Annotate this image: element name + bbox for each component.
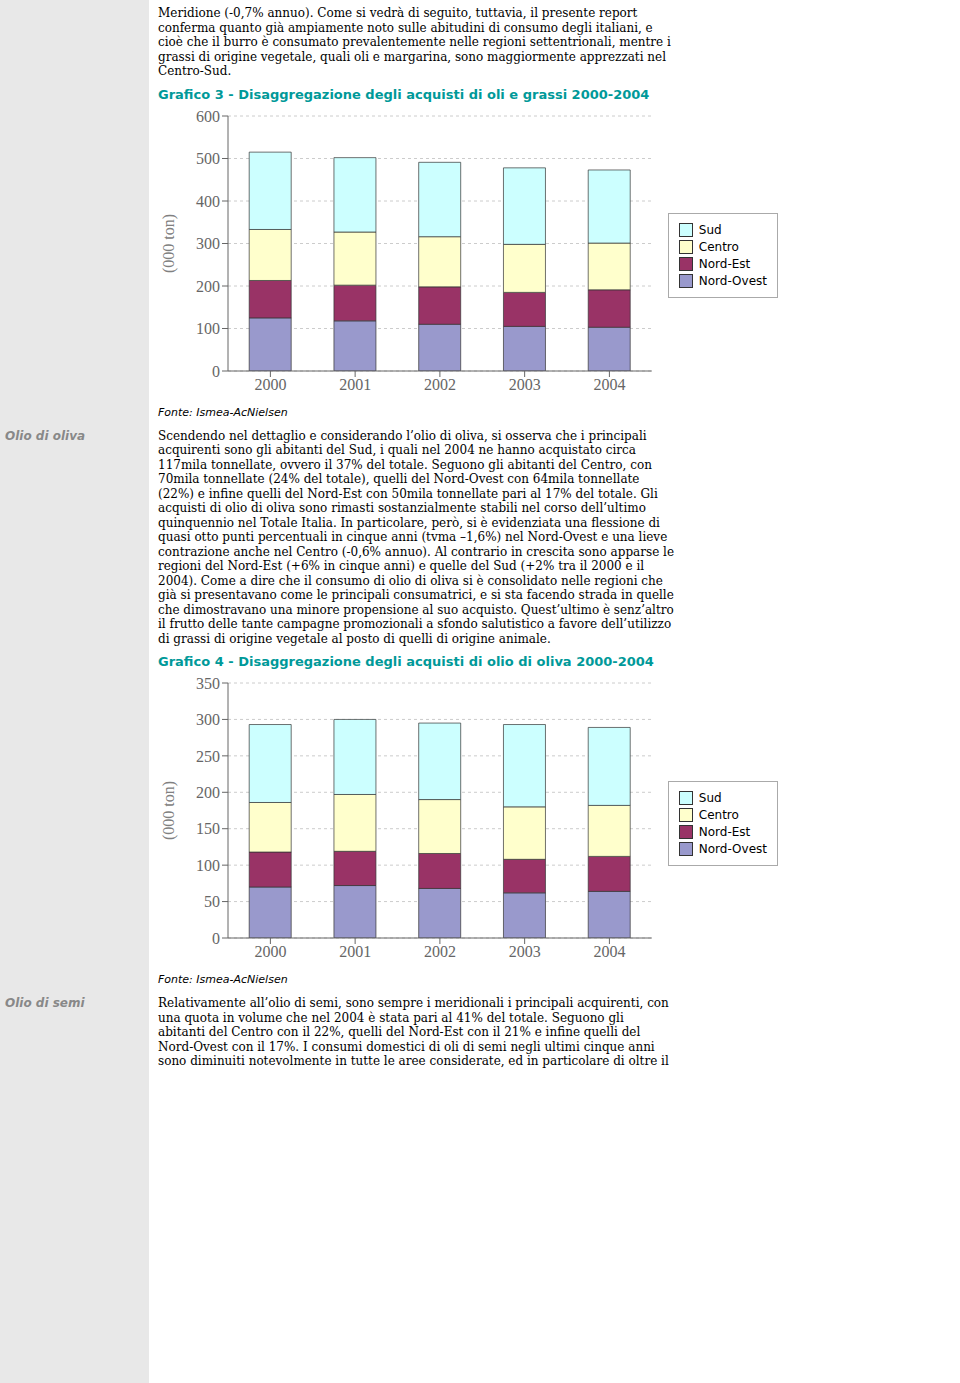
- svg-text:100: 100: [196, 320, 220, 337]
- svg-text:2000: 2000: [254, 943, 286, 960]
- html-text:Nord-Ovest: Nord-Ovest: [698, 274, 767, 288]
- html-text:già si presentavano come le pr: già si presentavano come le principali c…: [158, 588, 674, 602]
- svg-text:500: 500: [196, 150, 220, 167]
- html-text:(22%) e infine quelli del Nord: (22%) e infine quelli del Nord-Est con 5…: [158, 486, 658, 501]
- html-text:Sud: Sud: [698, 223, 722, 237]
- html-text:acquirenti sono gli abitanti d: acquirenti sono gli abitanti del Sud, i …: [158, 443, 636, 457]
- html-text:conferma quanto già ampiamente: conferma quanto già ampiamente noto sull…: [158, 20, 653, 35]
- html-text:Fonte: Ismea-AcNielsen: Fonte: Ismea-AcNielsen: [158, 973, 288, 986]
- svg-text:(000 ton): (000 ton): [160, 213, 178, 272]
- html-text:Grafico 4 - Disaggregazione de: Grafico 4 - Disaggregazione degli acquis…: [158, 654, 654, 669]
- html-text:quinquennio nel Totale Italia.: quinquennio nel Totale Italia. In partic…: [158, 515, 660, 530]
- html-text:Nord-Ovest con il 17%. I consu: Nord-Ovest con il 17%. I consumi domesti…: [158, 1039, 655, 1054]
- html-text:abitanti del Centro con il 22%: abitanti del Centro con il 22%, quelli d…: [158, 1025, 641, 1039]
- svg-text:2000: 2000: [254, 376, 286, 393]
- svg-text:2001: 2001: [339, 376, 371, 393]
- html-text:il frutto delle tante campagne: il frutto delle tante campagne promozion…: [158, 617, 672, 631]
- html-text:Olio di oliva: Olio di oliva: [5, 428, 86, 443]
- html-text:sono diminuiti notevolmente in: sono diminuiti notevolmente in tutte le …: [158, 1054, 669, 1068]
- svg-text:600: 600: [196, 107, 220, 124]
- svg-text:2003: 2003: [509, 376, 541, 393]
- svg-text:2001: 2001: [339, 943, 371, 960]
- html-text:che dimostravano una minore pr: che dimostravano una minore propensione …: [158, 602, 674, 617]
- html-text:Grafico 3 - Disaggregazione de: Grafico 3 - Disaggregazione degli acquis…: [158, 86, 650, 102]
- svg-text:300: 300: [196, 235, 220, 252]
- html-text:Centro: Centro: [698, 807, 739, 822]
- html-text:Sud: Sud: [698, 790, 722, 805]
- svg-text:50: 50: [204, 893, 220, 910]
- html-text:Meridione (-0,7% annuo). Come: Meridione (-0,7% annuo). Come si vedrà d…: [158, 6, 638, 20]
- svg-text:300: 300: [196, 711, 220, 728]
- svg-text:400: 400: [196, 192, 220, 209]
- html-text:di grassi di origine vegetale: di grassi di origine vegetale al posto d…: [158, 631, 551, 646]
- svg-text:200: 200: [196, 277, 220, 294]
- html-text:contrazione anche nel Centro (: contrazione anche nel Centro (-0,6% annu…: [158, 544, 674, 559]
- svg-text:350: 350: [196, 675, 220, 692]
- html-text:Nord-Est: Nord-Est: [698, 824, 751, 839]
- html-text:Centro-Sud.: Centro-Sud.: [158, 64, 232, 78]
- svg-text:2002: 2002: [424, 376, 456, 393]
- html-text:una quota in volume che nel 20: una quota in volume che nel 2004 è stata…: [158, 1010, 624, 1025]
- svg-text:2004: 2004: [593, 943, 625, 960]
- svg-text:(000 ton): (000 ton): [160, 781, 178, 840]
- html-text:regioni del Nord-Est (+6% in c: regioni del Nord-Est (+6% in cinque anni…: [158, 559, 645, 573]
- svg-text:2004: 2004: [593, 376, 625, 393]
- svg-text:250: 250: [196, 748, 220, 765]
- html-text:cioè che il burro è consumato: cioè che il burro è consumato prevalente…: [158, 35, 671, 49]
- html-text:117mila tonnellate, ovvero il: 117mila tonnellate, ovvero il 37% del to…: [158, 457, 652, 472]
- html-text:70mila tonnellate (24% del tot: 70mila tonnellate (24% del totale), quel…: [158, 472, 640, 486]
- html-text:2004). Come a dire che il cons: 2004). Come a dire che il consumo di oli…: [158, 573, 663, 588]
- html-text:grassi di origine vegetale, qu: grassi di origine vegetale, quali oli e …: [158, 49, 666, 64]
- html-text:acquisti di olio di oliva sono: acquisti di olio di oliva sono rimasti s…: [158, 501, 646, 515]
- html-text:Fonte: Ismea-AcNielsen: Fonte: Ismea-AcNielsen: [158, 405, 288, 419]
- html-text:Nord-Ovest: Nord-Ovest: [698, 841, 767, 856]
- svg-text:2002: 2002: [424, 943, 456, 960]
- html-text:Nord-Est: Nord-Est: [698, 257, 751, 271]
- svg-text:150: 150: [196, 820, 220, 837]
- html-text:quasi otto punti percentuali i: quasi otto punti percentuali in cinque a…: [158, 530, 668, 544]
- html-text:Relativamente all’olio di semi: Relativamente all’olio di semi, sono sem…: [158, 996, 669, 1010]
- svg-text:0: 0: [212, 362, 220, 379]
- svg-text:100: 100: [196, 857, 220, 874]
- html-text:Scendendo nel dettaglio e cons: Scendendo nel dettaglio e considerando l…: [158, 428, 647, 443]
- svg-text:200: 200: [196, 784, 220, 801]
- svg-text:0: 0: [212, 930, 220, 947]
- svg-text:2003: 2003: [509, 943, 541, 960]
- html-text:Centro: Centro: [698, 240, 739, 254]
- html-text:Olio di semi: Olio di semi: [5, 996, 85, 1010]
